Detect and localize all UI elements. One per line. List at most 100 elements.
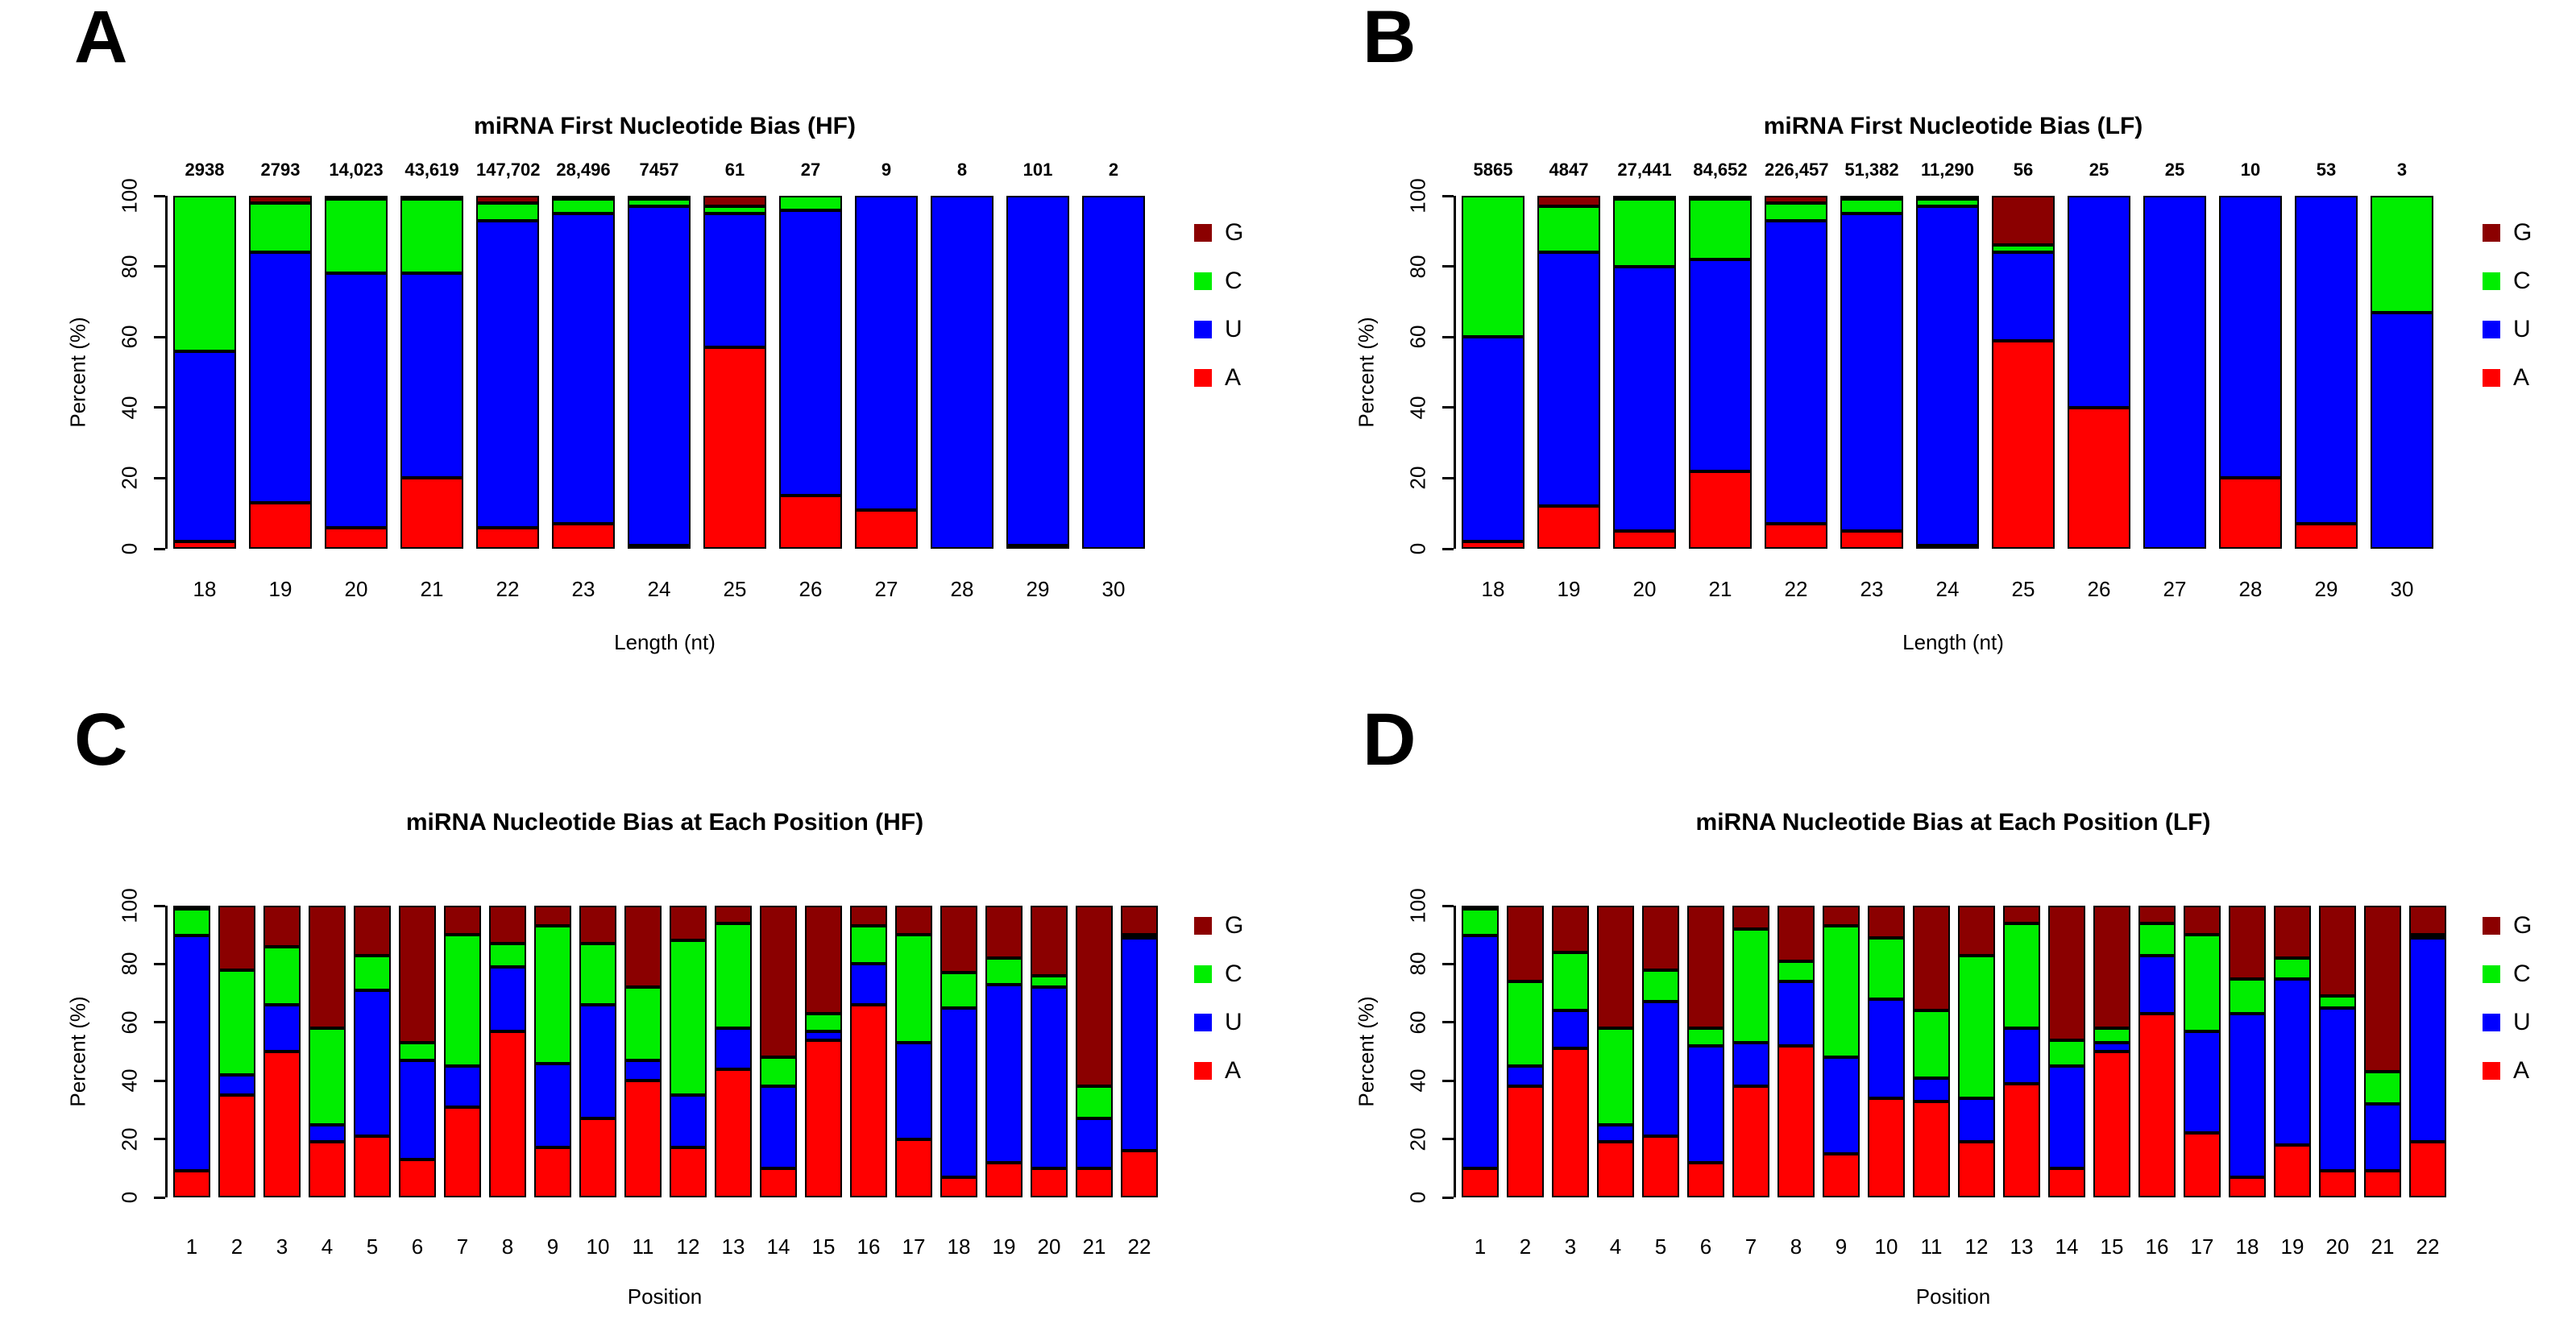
bar-count-labels: 2938 2793 14,023 43,619 147,702 28,496 7457 61 2… (173, 160, 1168, 180)
bar-count-label: 7457 (639, 160, 679, 180)
x-tick-label: 21 (420, 577, 444, 601)
bar-segment-a (1552, 1048, 1589, 1197)
bar-segment-a (2409, 1142, 2446, 1197)
legend-swatch-u (2483, 321, 2500, 338)
bar-count-label: 9 (881, 160, 892, 180)
chart-title: miRNA Nucleotide Bias at Each Position (… (405, 809, 924, 836)
bar-segment-a (2319, 1171, 2356, 1197)
x-tick-label: 19 (1557, 577, 1581, 601)
bar-segment-c (579, 944, 616, 1006)
bar-count-label: 61 (724, 160, 745, 180)
bar-segment-g (534, 906, 571, 927)
bar-segment-g (1916, 196, 1979, 200)
bar-segment-u (1732, 1043, 1769, 1087)
x-tick-label: 24 (647, 577, 671, 601)
bar-segment-c (1777, 960, 1815, 982)
legend-swatch-c (2483, 965, 2500, 983)
stacked-bar-21 (2364, 906, 2401, 1197)
bar-segment-a (2003, 1083, 2040, 1197)
bar-segment-c (624, 987, 662, 1060)
y-tick-label: 80 (117, 255, 142, 279)
stacked-bar-10 (579, 906, 616, 1197)
legend-label: A (2513, 364, 2530, 391)
x-axis-title: Length (nt) (614, 630, 716, 654)
bar-segment-a (2068, 407, 2130, 549)
stacked-bar-1 (173, 906, 210, 1197)
bar-segment-u (850, 964, 887, 1006)
legend-swatch-a (1194, 369, 1212, 387)
bar-segment-g (1613, 196, 1676, 200)
legend-label: U (1225, 316, 1242, 342)
stacked-bar-20 (1613, 196, 1676, 549)
stacked-bar-29 (2295, 196, 2358, 549)
bar-segment-u (249, 252, 312, 504)
bar-segment-u (534, 1063, 571, 1148)
x-tick-label: 4 (1609, 1234, 1622, 1259)
bar-segment-a (1121, 1151, 1158, 1197)
x-tick-labels: 1 2 3 4 5 6 7 8 9 10 11 12 13 14 15 16 17 18 19 20 21 22 (173, 1234, 1168, 1259)
bar-segment-u (1076, 1118, 1113, 1168)
stacked-bar-21 (400, 196, 463, 549)
stacked-bar-16 (2138, 906, 2176, 1197)
bar-segment-g (2048, 906, 2085, 1040)
chart-bars (1462, 196, 2457, 549)
bar-segment-g (2229, 906, 2266, 979)
bar-segment-u (400, 273, 463, 479)
bar-count-label: 11,290 (1920, 160, 1975, 180)
bar-segment-u (2068, 196, 2130, 408)
x-tick-label: 10 (1874, 1234, 1898, 1259)
x-tick-label: 8 (501, 1234, 514, 1259)
y-tick (154, 1021, 165, 1024)
bar-segment-g (399, 906, 436, 1043)
bar-segment-c (1462, 196, 1524, 338)
bar-segment-g (218, 906, 255, 970)
bar-segment-a (2229, 1176, 2266, 1197)
legend-label: G (2513, 219, 2532, 246)
bar-segment-g (1597, 906, 1634, 1029)
bar-segment-a (1916, 545, 1979, 549)
legend-swatch-u (2483, 1014, 2500, 1031)
bar-count-label: 147,702 (476, 160, 541, 180)
bar-segment-a (715, 1068, 752, 1197)
bar-segment-a (1031, 1168, 1068, 1197)
x-tick-label: 15 (811, 1234, 836, 1259)
y-tick (154, 406, 165, 409)
bar-count-label: 2793 (260, 160, 301, 180)
bar-count-label: 4847 (1549, 160, 1589, 180)
bar-segment-g (850, 906, 887, 927)
bar-segment-c (218, 969, 255, 1075)
y-axis-title: Percent (%) (65, 996, 90, 1107)
bar-count-label: 27,441 (1617, 160, 1672, 180)
x-tick-label: 17 (902, 1234, 926, 1259)
bar-segment-u (2003, 1028, 2040, 1084)
bar-segment-g (1777, 906, 1815, 961)
stacked-bar-30 (2371, 196, 2433, 549)
y-tick (1442, 1079, 1454, 1082)
bar-segment-u (444, 1066, 481, 1107)
bar-count-label: 3 (2396, 160, 2408, 180)
bar-segment-a (2295, 524, 2358, 549)
bar-segment-u (1992, 252, 2055, 341)
stacked-bar-5 (1642, 906, 1679, 1197)
x-tick-label: 13 (2010, 1234, 2034, 1259)
x-axis-title: Position (627, 1284, 703, 1309)
stacked-bar-14 (760, 906, 797, 1197)
legend-item-g: G (2483, 219, 2532, 247)
x-tick-label: 1 (185, 1234, 198, 1259)
bar-segment-g (715, 906, 752, 923)
legend-swatch-a (2483, 1062, 2500, 1080)
panel-c: C miRNA Nucleotide Bias at Each Position… (0, 670, 1288, 1340)
stacked-bar-7 (1732, 906, 1769, 1197)
legend-item-a: A (1194, 1057, 1243, 1085)
bar-segment-g (1537, 196, 1600, 207)
bar-segment-g (1732, 906, 1769, 929)
legend-label: G (2513, 912, 2532, 939)
bar-segment-u (1913, 1077, 1950, 1101)
y-tick (1442, 1196, 1454, 1199)
bar-segment-a (2093, 1052, 2130, 1197)
legend-label: G (1225, 219, 1244, 246)
bar-segment-a (805, 1039, 842, 1197)
bar-segment-g (1992, 196, 2055, 246)
bar-segment-c (2003, 923, 2040, 1029)
y-tick-label: 100 (1405, 888, 1430, 923)
